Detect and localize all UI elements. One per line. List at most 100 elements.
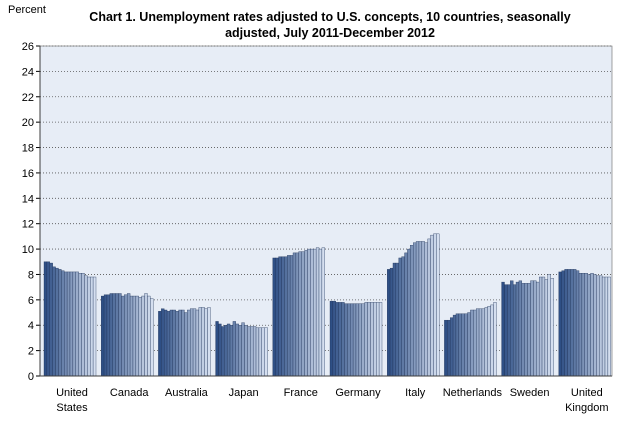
bar	[484, 307, 488, 377]
x-category-label: States	[56, 402, 88, 414]
x-category-label: United	[571, 387, 603, 399]
bar	[150, 298, 154, 377]
bar	[287, 255, 291, 377]
bar	[350, 303, 354, 377]
bar	[141, 295, 145, 377]
bar	[447, 319, 451, 377]
bar	[129, 295, 134, 377]
bar	[87, 276, 91, 377]
bar	[218, 323, 222, 377]
bar	[103, 294, 108, 377]
bar	[232, 321, 236, 377]
bar	[418, 241, 423, 377]
bar	[533, 280, 537, 377]
bar	[515, 281, 520, 377]
x-category-label: Australia	[165, 387, 209, 399]
x-category-label: Netherlands	[443, 387, 503, 399]
bar	[109, 293, 113, 377]
bar	[413, 242, 417, 377]
bar	[272, 257, 276, 377]
bar	[570, 269, 574, 377]
bar	[558, 271, 562, 377]
bar	[221, 326, 225, 377]
bar	[318, 248, 323, 377]
bar	[581, 273, 585, 377]
bar	[578, 273, 583, 377]
bar	[510, 280, 514, 377]
bar	[358, 303, 362, 377]
bar	[392, 262, 397, 377]
bar	[352, 303, 357, 377]
bar	[538, 276, 543, 377]
bar	[69, 271, 74, 377]
bar	[46, 261, 50, 377]
bar	[604, 276, 609, 377]
bar	[313, 248, 317, 377]
bar	[195, 309, 200, 377]
y-tick-label: 0	[28, 371, 34, 383]
bar	[118, 293, 122, 377]
bar	[504, 284, 508, 377]
bar	[304, 250, 308, 377]
bar	[561, 270, 565, 377]
bar	[481, 308, 486, 377]
y-tick-label: 26	[22, 41, 34, 53]
bar	[84, 275, 88, 377]
bar	[424, 242, 428, 377]
bar	[138, 297, 142, 377]
bar	[341, 302, 345, 377]
bar	[596, 275, 600, 377]
bar	[158, 311, 162, 377]
x-category-label: Italy	[405, 387, 426, 399]
bar	[301, 251, 305, 377]
bar	[430, 234, 434, 377]
bar	[261, 327, 265, 377]
bar	[172, 309, 176, 377]
x-category-label: Sweden	[510, 387, 550, 399]
bar	[376, 302, 380, 377]
bar	[601, 276, 606, 377]
bar	[564, 269, 568, 377]
bar	[587, 274, 591, 377]
bar	[364, 302, 368, 377]
bar	[347, 303, 351, 377]
y-tick-label: 6	[28, 295, 34, 307]
bar	[567, 269, 571, 377]
bar	[181, 309, 185, 377]
bar	[229, 325, 234, 377]
bar	[547, 274, 551, 377]
bar	[455, 313, 460, 377]
bar	[235, 323, 239, 377]
bar	[101, 295, 105, 377]
bar	[370, 302, 374, 377]
bar	[404, 252, 408, 377]
bar	[224, 325, 228, 377]
bar	[244, 325, 248, 377]
y-tick-label: 8	[28, 269, 34, 281]
bar	[361, 303, 365, 377]
bar	[527, 283, 531, 377]
bar	[461, 313, 465, 377]
bar	[590, 273, 594, 377]
bar	[252, 326, 257, 377]
plot-border	[39, 45, 613, 377]
bar	[201, 307, 205, 377]
bar	[215, 321, 219, 377]
bar	[507, 284, 511, 377]
bar	[55, 267, 59, 377]
bar	[573, 269, 577, 377]
bar	[355, 303, 360, 377]
bar	[536, 281, 540, 377]
bar	[473, 309, 477, 377]
y-tick-label: 4	[28, 320, 34, 332]
bar	[66, 271, 71, 377]
x-category-label: France	[284, 387, 318, 399]
bar	[115, 293, 119, 377]
bar	[112, 293, 116, 377]
bar	[241, 322, 245, 377]
bar	[238, 325, 242, 377]
bar	[284, 256, 288, 377]
bar	[487, 306, 491, 377]
bar	[373, 302, 377, 377]
bar	[204, 308, 208, 377]
